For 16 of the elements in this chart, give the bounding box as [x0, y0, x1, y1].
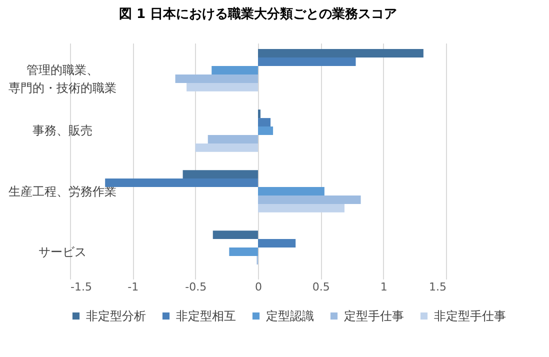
x-tick-label: -1 — [128, 280, 139, 294]
x-tick-label: 0.5 — [312, 280, 330, 294]
legend-label: 非定型相互 — [176, 309, 236, 323]
x-tick-label: 1.5 — [429, 280, 446, 294]
y-tick-label: 事務、販売 — [32, 124, 92, 138]
legend-label: 非定型分析 — [86, 309, 146, 323]
y-tick-label: サービス — [38, 244, 86, 259]
legend-label: 定型認識 — [266, 309, 314, 323]
x-tick-label: 0 — [255, 280, 262, 294]
x-tick-label: -0.5 — [185, 280, 207, 294]
x-tick-label: -1.5 — [70, 280, 92, 294]
legend-label: 非定型手仕事 — [434, 309, 506, 323]
legend-label: 定型手仕事 — [344, 309, 404, 323]
x-tick-label: 1 — [380, 280, 388, 294]
y-tick-label: 管理的職業、専門的・技術的職業 — [8, 63, 116, 96]
chart-title: 図 1 日本における職業大分類ごとの業務スコア — [118, 6, 398, 22]
